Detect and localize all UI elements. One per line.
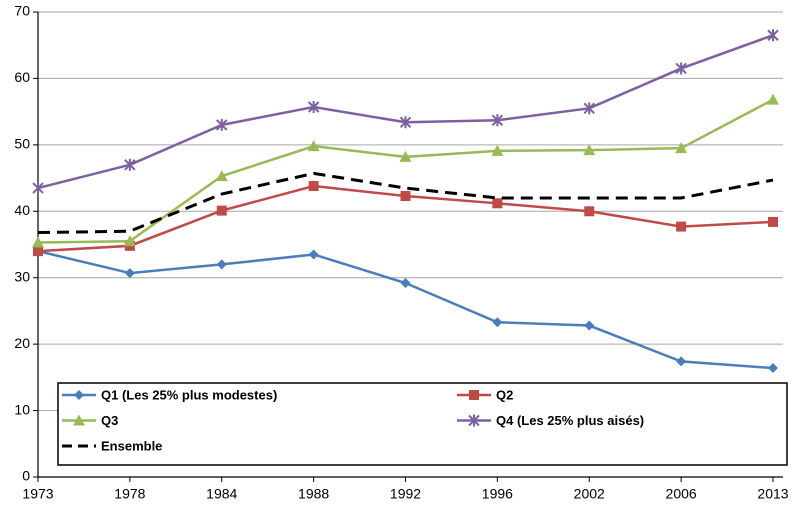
marker (124, 158, 136, 171)
x-tick-label: 1973 (22, 486, 53, 502)
y-tick-label: 0 (22, 468, 30, 484)
marker (33, 246, 43, 257)
marker (468, 414, 480, 427)
x-tick-label: 1992 (390, 486, 421, 502)
marker (675, 142, 688, 154)
marker (767, 29, 779, 42)
marker (307, 140, 320, 152)
marker (308, 249, 319, 260)
marker (767, 93, 779, 105)
marker (400, 191, 411, 202)
legend-label: Q1 (Les 25% plus modestes) (101, 387, 277, 402)
legend-label: Q2 (496, 387, 513, 402)
series-line (37, 34, 774, 190)
marker (492, 198, 503, 209)
marker (676, 221, 687, 232)
legend-label: Q4 (Les 25% plus aisés) (496, 413, 644, 428)
legend-box (57, 382, 788, 466)
series-line (37, 249, 774, 370)
x-tick-label: 1988 (298, 486, 329, 502)
x-tick-label: 2013 (757, 486, 788, 502)
marker (399, 150, 412, 162)
x-tick-label: 1996 (482, 486, 513, 502)
y-tick-label: 50 (14, 136, 30, 152)
marker (583, 144, 596, 156)
marker (768, 216, 778, 227)
marker (32, 182, 44, 195)
x-tick-label: 2006 (666, 486, 697, 502)
marker (583, 102, 595, 115)
marker (216, 118, 228, 131)
marker (74, 390, 84, 400)
marker (491, 114, 504, 127)
marker (400, 278, 411, 289)
dashed-line (37, 171, 774, 235)
y-tick-label: 60 (14, 69, 30, 85)
x-tick-label: 1978 (114, 486, 145, 502)
marker (492, 317, 503, 328)
x-tick-label: 2002 (574, 486, 605, 502)
y-tick-label: 40 (14, 202, 30, 218)
y-tick-label: 10 (14, 401, 30, 417)
marker (675, 62, 687, 75)
y-tick-label: 30 (14, 268, 30, 284)
marker (73, 414, 85, 426)
y-tick-label: 70 (14, 3, 30, 19)
marker (308, 181, 319, 192)
marker (32, 236, 44, 248)
marker (307, 100, 320, 113)
marker (215, 170, 228, 182)
marker (216, 205, 227, 216)
marker (768, 363, 778, 374)
marker (469, 390, 479, 400)
x-tick-label: 1984 (206, 486, 237, 502)
marker (123, 235, 136, 247)
marker (584, 206, 595, 217)
marker (491, 144, 504, 156)
marker (676, 356, 687, 367)
y-tick-label: 20 (14, 335, 30, 351)
legend-label: Ensemble (101, 438, 162, 453)
legend-label: Q3 (101, 413, 118, 428)
marker (124, 268, 135, 279)
marker (584, 320, 595, 331)
marker (399, 116, 412, 129)
marker (216, 259, 227, 270)
